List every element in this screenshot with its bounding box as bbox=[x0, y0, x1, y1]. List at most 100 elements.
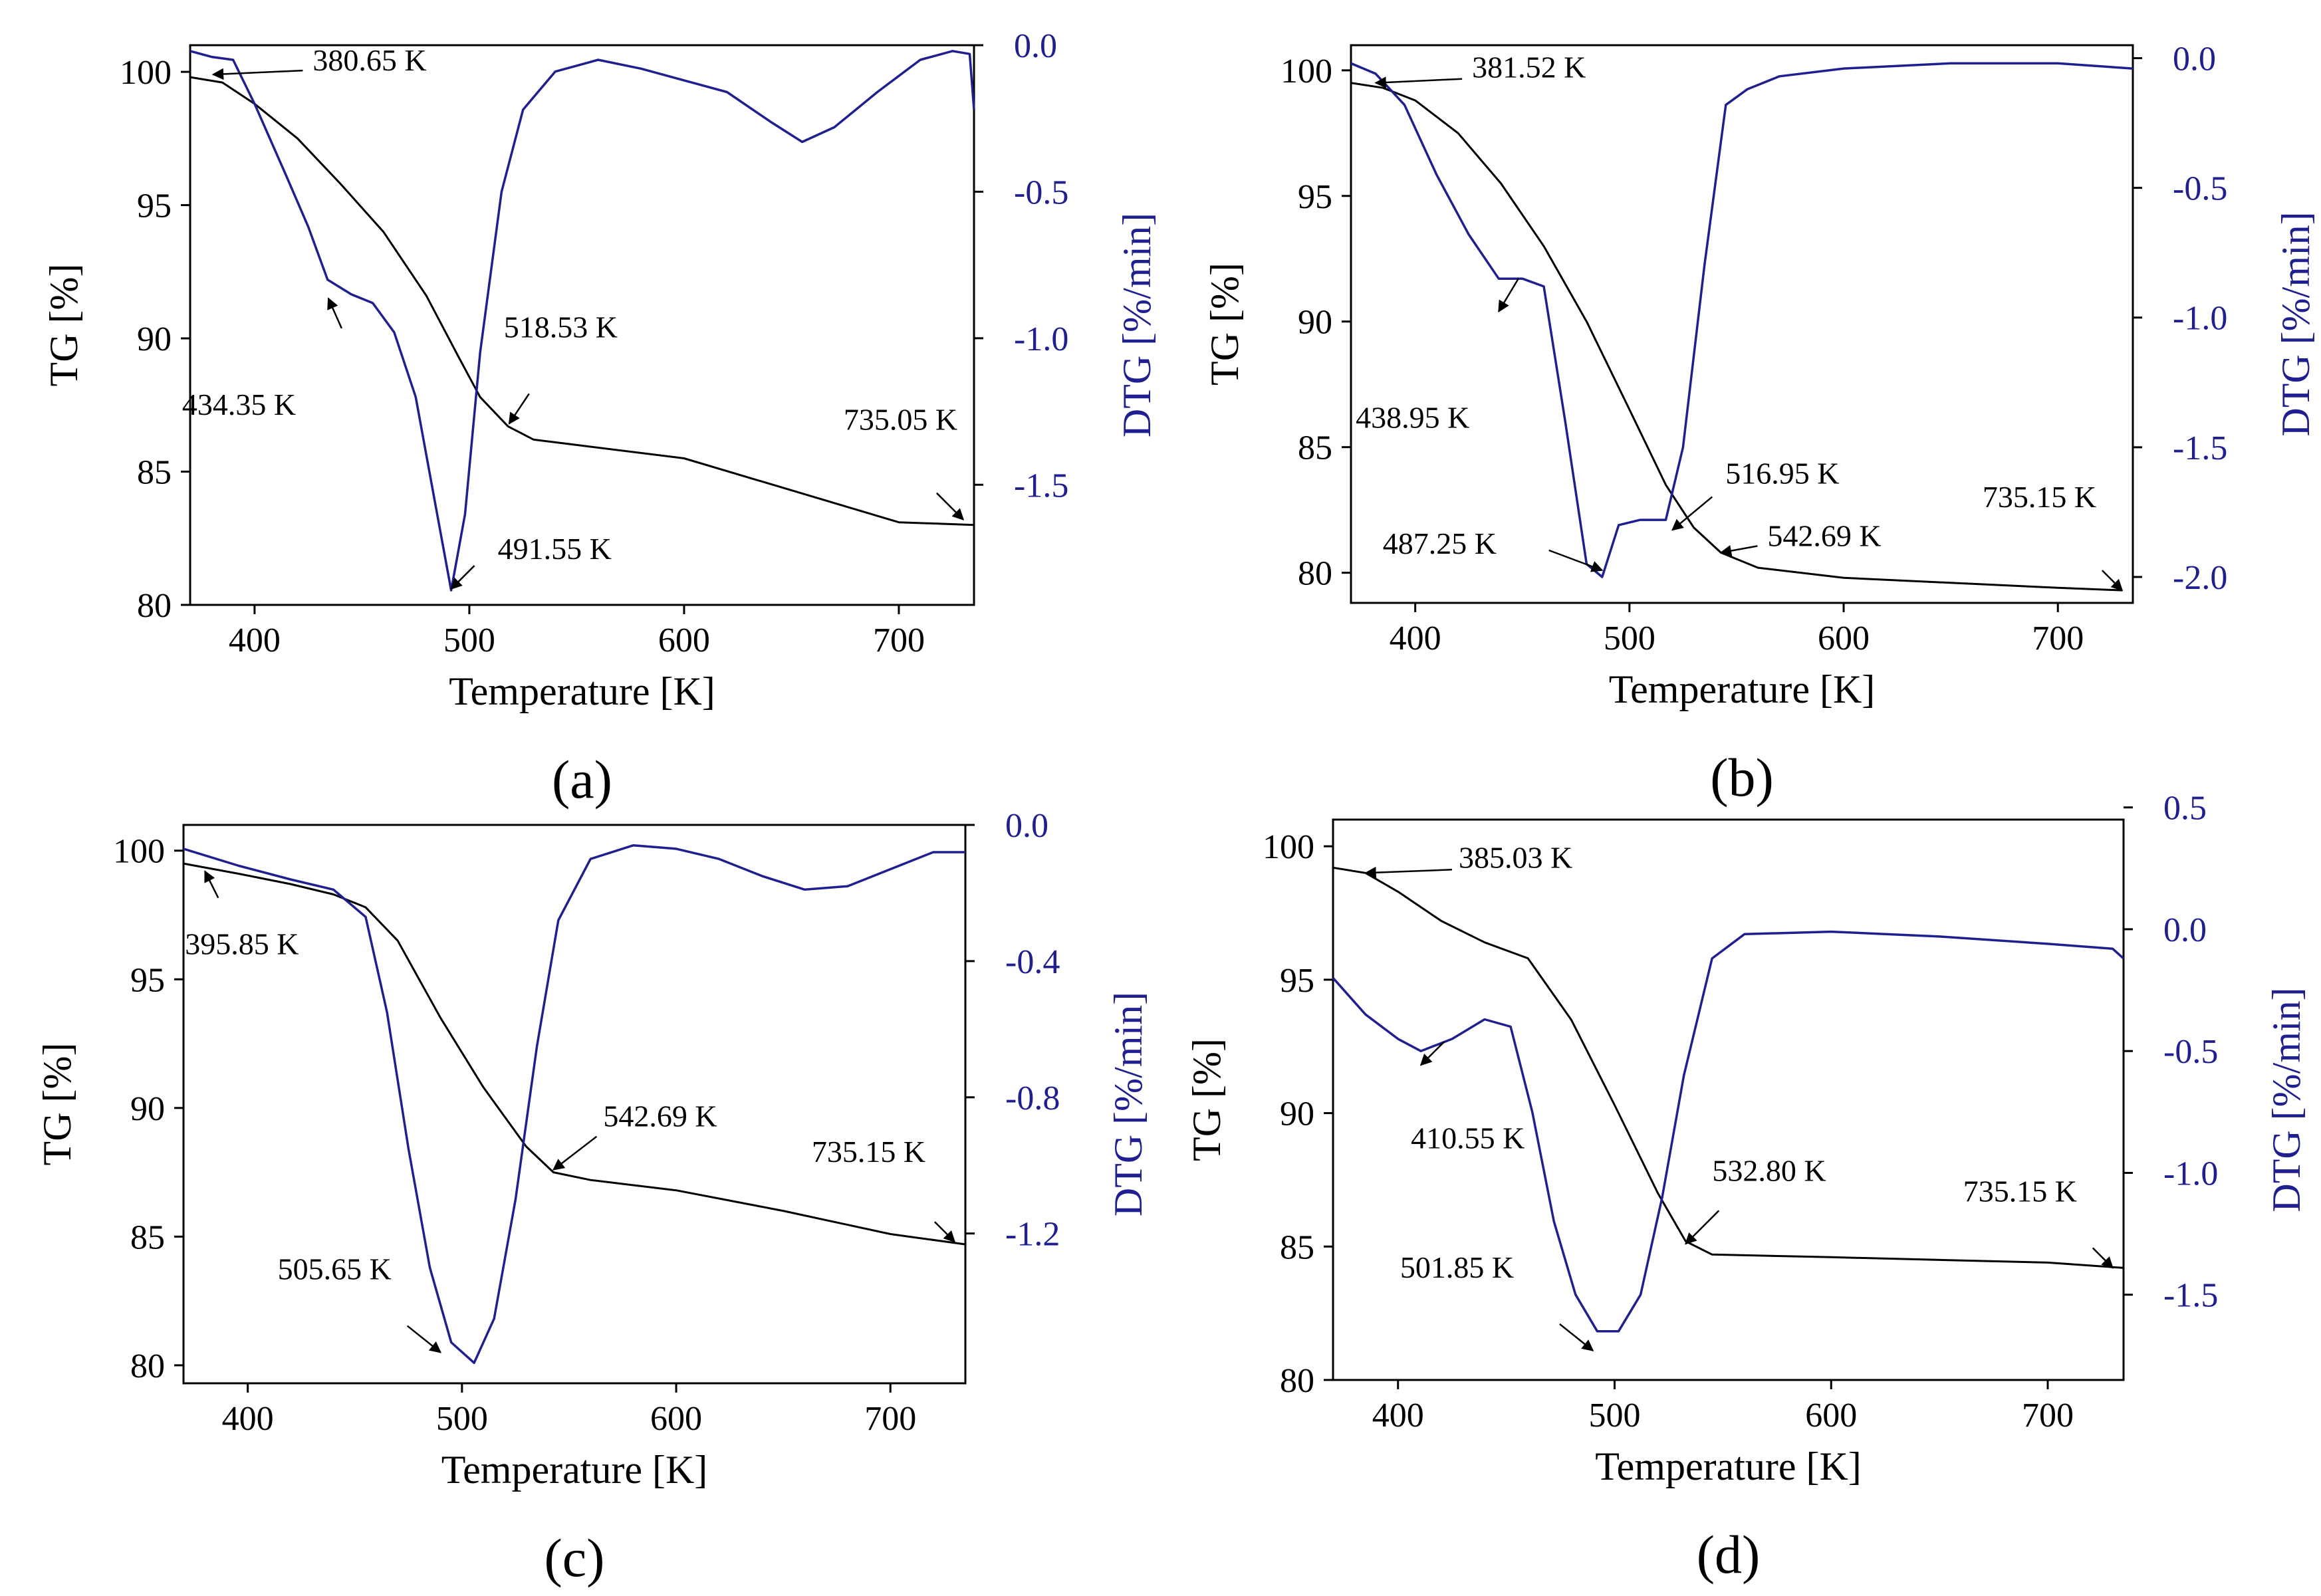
y-left-tick-label: 85 bbox=[137, 454, 172, 492]
y-right-tick-label: -1.0 bbox=[2163, 1155, 2218, 1193]
x-tick-label: 700 bbox=[2022, 1397, 2074, 1434]
dtg-curve bbox=[1332, 930, 2125, 1333]
y-right-tick-label: -0.8 bbox=[1005, 1080, 1060, 1117]
annotation-label: 491.55 K bbox=[498, 532, 612, 566]
tg-curve bbox=[1332, 866, 2124, 1269]
dtg-curve bbox=[189, 50, 975, 592]
y-right-axis-label: DTG [%/min] bbox=[1106, 992, 1150, 1216]
chart-panel-d: 400 500 600 700 80 85 90 95 100 -1.5 -1.0 -0.5 0.0 0.… bbox=[1185, 790, 2308, 1585]
annotation-arrow bbox=[211, 68, 303, 80]
plot-frame bbox=[182, 824, 967, 1385]
y-right-axis-label: DTG [%/min] bbox=[2274, 211, 2318, 436]
y-left-tick-label: 90 bbox=[130, 1090, 165, 1128]
chart-panel-a: 400 500 600 700 80 85 90 95 100 -1.5 -1.0 -0.5 0.0 Te… bbox=[42, 27, 1159, 810]
annotation-arrow bbox=[552, 1135, 598, 1171]
annotation-label: 380.65 K bbox=[312, 43, 426, 77]
annotation-arrow bbox=[1374, 76, 1463, 88]
y-left-axis-label: TG [%] bbox=[42, 264, 86, 387]
dtg-curve bbox=[183, 844, 965, 1365]
panel-label: (a) bbox=[552, 749, 612, 810]
x-axis-label: Temperature [K] bbox=[1609, 667, 1876, 711]
annotation-label: 487.25 K bbox=[1383, 526, 1497, 560]
x-tick-label: 500 bbox=[1604, 620, 1655, 657]
plot-frame bbox=[1332, 818, 2125, 1381]
y-right-tick-label: 0.0 bbox=[1005, 807, 1048, 845]
x-tick-label: 700 bbox=[873, 622, 925, 659]
x-tick-label: 500 bbox=[1588, 1397, 1640, 1434]
y-right-tick-label: -1.5 bbox=[1014, 467, 1068, 505]
annotation-label: 735.15 K bbox=[1983, 480, 2096, 514]
x-tick-label: 600 bbox=[1818, 620, 1870, 657]
tg-curve bbox=[183, 862, 966, 1246]
annotation-label: 434.35 K bbox=[182, 388, 296, 421]
annotation-arrow bbox=[1559, 1323, 1594, 1351]
y-right-tick-label: 0.0 bbox=[2163, 911, 2207, 949]
annotation-arrow bbox=[1671, 496, 1713, 531]
y-left-tick-label: 80 bbox=[130, 1347, 165, 1385]
annotation-label: 438.95 K bbox=[1356, 401, 1469, 435]
x-tick-label: 700 bbox=[864, 1400, 916, 1438]
annotation-arrow bbox=[508, 393, 530, 425]
chart-panel-c: 400 500 600 700 80 85 90 95 100 -1.2 -0.8 -0.4 0.0 Te… bbox=[35, 807, 1150, 1588]
annotation-label: 532.80 K bbox=[1712, 1153, 1826, 1187]
tg-curve bbox=[1350, 82, 2122, 592]
y-left-tick-label: 85 bbox=[1280, 1228, 1314, 1266]
annotation-label: 395.85 K bbox=[185, 927, 299, 961]
y-left-tick-label: 95 bbox=[137, 187, 172, 225]
panel-label: (b) bbox=[1710, 747, 1774, 808]
y-left-axis-label: TG [%] bbox=[35, 1043, 79, 1166]
y-left-tick-label: 95 bbox=[1280, 962, 1314, 1000]
y-right-tick-label: -0.5 bbox=[2173, 170, 2227, 208]
annotation-arrow bbox=[2102, 570, 2124, 592]
x-tick-label: 400 bbox=[1372, 1397, 1424, 1434]
annotation-arrow bbox=[1419, 1041, 1445, 1066]
y-left-tick-label: 100 bbox=[1281, 53, 1332, 90]
y-left-tick-label: 85 bbox=[1298, 429, 1332, 467]
y-right-axis-label: DTG [%/min] bbox=[2264, 987, 2308, 1212]
annotation-arrow bbox=[1685, 1210, 1720, 1245]
annotation-arrow bbox=[935, 492, 965, 520]
plot-frame bbox=[1350, 44, 2134, 604]
y-left-tick-label: 100 bbox=[120, 54, 172, 92]
x-tick-label: 400 bbox=[229, 622, 281, 659]
x-axis-label: Temperature [K] bbox=[441, 1448, 708, 1492]
y-left-tick-label: 90 bbox=[137, 320, 172, 358]
x-tick-label: 600 bbox=[1805, 1397, 1857, 1434]
y-right-tick-label: 0.0 bbox=[1014, 27, 1057, 65]
y-left-tick-label: 90 bbox=[1298, 304, 1332, 342]
y-left-tick-label: 100 bbox=[1263, 828, 1314, 866]
annotation-label: 735.05 K bbox=[844, 403, 957, 437]
annotation-label: 385.03 K bbox=[1459, 840, 1572, 874]
x-tick-label: 500 bbox=[443, 622, 495, 659]
y-left-tick-label: 80 bbox=[1280, 1362, 1314, 1400]
y-right-tick-label: -1.0 bbox=[1014, 320, 1068, 358]
y-right-tick-label: -2.0 bbox=[2173, 559, 2227, 597]
y-left-axis-label: TG [%] bbox=[1203, 263, 1247, 386]
x-tick-label: 400 bbox=[222, 1400, 274, 1438]
x-axis-label: Temperature [K] bbox=[1595, 1444, 1862, 1488]
annotation-label: 381.52 K bbox=[1472, 51, 1586, 84]
x-axis-label: Temperature [K] bbox=[449, 669, 715, 713]
annotation-arrow bbox=[934, 1221, 956, 1243]
annotation-arrow bbox=[2092, 1247, 2114, 1269]
y-left-tick-label: 85 bbox=[130, 1218, 165, 1256]
chart-panel-b: 400 500 600 700 80 85 90 95 100 -2.0 -1.5 -1.0 -0.5 0… bbox=[1203, 41, 2318, 808]
annotation-label: 505.65 K bbox=[278, 1252, 392, 1286]
y-left-tick-label: 80 bbox=[1298, 555, 1332, 593]
annotation-arrow bbox=[1498, 277, 1520, 313]
y-right-tick-label: -1.0 bbox=[2173, 300, 2227, 338]
dtg-curve bbox=[1350, 62, 2134, 578]
annotation-arrow bbox=[406, 1325, 441, 1353]
annotation-label: 410.55 K bbox=[1411, 1121, 1525, 1155]
y-right-axis-label: DTG [%/min] bbox=[1115, 213, 1159, 437]
tg-curve bbox=[189, 76, 975, 526]
y-right-tick-label: -1.5 bbox=[2173, 429, 2227, 467]
y-right-tick-label: -0.4 bbox=[1005, 943, 1060, 981]
panel-label: (c) bbox=[544, 1528, 604, 1588]
annotation-label: 516.95 K bbox=[1725, 456, 1839, 490]
annotation-label: 735.15 K bbox=[812, 1135, 925, 1169]
annotation-arrow bbox=[1719, 544, 1758, 557]
annotation-arrow bbox=[1364, 866, 1453, 879]
annotation-label: 501.85 K bbox=[1400, 1250, 1514, 1284]
